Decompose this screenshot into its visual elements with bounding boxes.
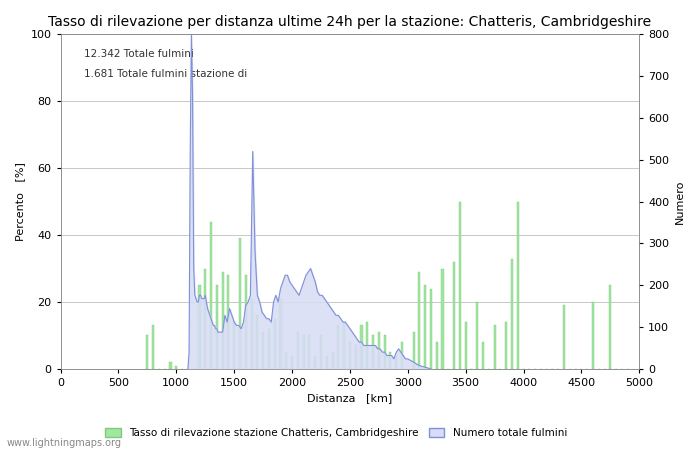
Text: 12.342 Totale fulmini: 12.342 Totale fulmini [84,50,194,59]
Y-axis label: Percento   [%]: Percento [%] [15,162,25,241]
X-axis label: Distanza   [km]: Distanza [km] [307,393,393,404]
Bar [592,302,594,369]
Bar [302,335,304,369]
Bar [228,275,230,369]
Bar [476,302,478,369]
Bar [309,335,311,369]
Bar [366,322,368,369]
Bar [198,285,200,369]
Bar [609,285,611,369]
Bar [239,238,241,369]
Bar [279,299,281,369]
Bar [563,306,565,369]
Bar [355,346,357,369]
Y-axis label: Numero: Numero [675,180,685,224]
Bar [297,332,299,369]
Bar [378,332,380,369]
Bar [169,362,172,369]
Bar [517,202,519,369]
Bar [360,325,363,369]
Bar [268,329,270,369]
Bar [430,288,432,369]
Text: www.lightningmaps.org: www.lightningmaps.org [7,438,122,448]
Bar [453,262,455,369]
Bar [152,325,154,369]
Bar [343,322,345,369]
Bar [291,356,293,369]
Bar [326,356,328,369]
Title: Tasso di rilevazione per distanza ultime 24h per la stazione: Chatteris, Cambrid: Tasso di rilevazione per distanza ultime… [48,15,652,29]
Bar [337,325,340,369]
Bar [494,325,496,369]
Bar [505,322,508,369]
Bar [419,272,421,369]
Bar [320,335,322,369]
Bar [251,299,253,369]
Bar [216,285,218,369]
Bar [401,342,403,369]
Bar [349,342,351,369]
Text: 1.681 Totale fulmini stazione di: 1.681 Totale fulmini stazione di [84,69,247,80]
Bar [395,356,398,369]
Bar [384,335,386,369]
Bar [210,222,212,369]
Bar [262,332,264,369]
Bar [372,335,374,369]
Bar [459,202,461,369]
Bar [465,322,467,369]
Bar [256,315,258,369]
Bar [442,269,444,369]
Bar [511,258,513,369]
Bar [285,352,287,369]
Bar [435,342,438,369]
Bar [204,269,206,369]
Legend: Tasso di rilevazione stazione Chatteris, Cambridgeshire, Numero totale fulmini: Tasso di rilevazione stazione Chatteris,… [101,424,571,442]
Bar [222,272,224,369]
Bar [412,332,414,369]
Bar [233,322,235,369]
Bar [482,342,484,369]
Bar [175,365,177,369]
Bar [274,319,276,369]
Bar [146,335,148,369]
Bar [389,352,391,369]
Bar [245,275,247,369]
Bar [314,356,316,369]
Bar [332,352,334,369]
Bar [424,285,426,369]
